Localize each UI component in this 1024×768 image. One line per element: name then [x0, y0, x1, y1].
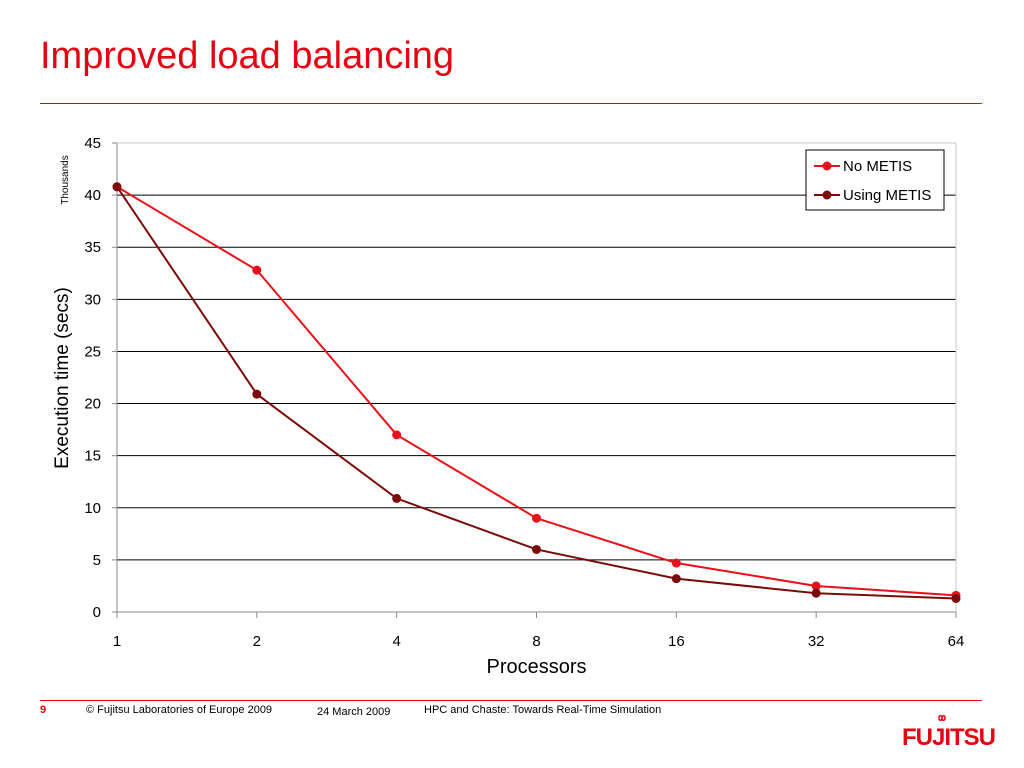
x-tick-label: 2: [253, 633, 261, 650]
data-point-using-metis: [532, 544, 541, 554]
y-tick-label: 20: [84, 396, 101, 413]
series-line-no-metis: [116, 185, 957, 597]
data-point-no-metis: [532, 513, 541, 523]
legend: No METIS Using METIS: [805, 149, 945, 211]
data-point-no-metis: [811, 581, 821, 591]
data-point-using-metis: [811, 588, 821, 598]
x-tick-label: 64: [948, 633, 965, 650]
y-tick-label: 15: [84, 448, 101, 465]
y-tick-label: 10: [84, 500, 101, 517]
legend-label-no-metis: No METIS: [843, 158, 912, 175]
data-point-no-metis: [252, 265, 262, 275]
line-chart: 0 5 10 15 20 25 30 35 40 45 1 2 4 8 16 32 64 Processors …: [52, 135, 964, 678]
x-tick-label: 1: [113, 633, 121, 650]
data-point-using-metis: [951, 593, 961, 603]
logo-text: FUJITSU: [902, 724, 996, 751]
legend-box: [805, 149, 945, 211]
infinity-mark-icon: [938, 715, 946, 721]
presentation-title: HPC and Chaste: Towards Real-Time Simula…: [424, 704, 662, 716]
x-axis-title: Processors: [486, 656, 586, 678]
data-point-no-metis: [392, 430, 402, 440]
y-tick-label: 0: [93, 604, 101, 621]
date-text: 24 March 2009: [317, 706, 391, 718]
data-point-using-metis: [671, 574, 681, 584]
y-axis-title: Execution time (secs): [52, 287, 73, 469]
series-line-using-metis: [116, 186, 957, 600]
data-series: [112, 182, 961, 603]
data-point-using-metis: [252, 389, 262, 399]
x-tick-label: 32: [808, 633, 825, 650]
data-point-using-metis: [392, 493, 402, 503]
y-tick-label: 25: [84, 343, 101, 360]
legend-marker-using-metis: [822, 190, 832, 200]
axes: 0 5 10 15 20 25 30 35 40 45 1 2 4 8 16 32 64: [84, 135, 964, 650]
copyright-text: © Fujitsu Laboratories of Europe 2009: [86, 704, 273, 716]
data-point-no-metis: [671, 558, 681, 568]
y-unit-label: Thousands: [60, 155, 71, 204]
data-point-using-metis: [112, 182, 122, 192]
y-tick-label: 30: [84, 291, 101, 308]
legend-marker-no-metis: [822, 161, 832, 171]
footer-divider: [40, 700, 982, 701]
x-tick-label: 16: [668, 633, 685, 650]
y-tick-label: 35: [84, 239, 101, 256]
x-tick-label: 8: [532, 633, 540, 650]
legend-label-using-metis: Using METIS: [843, 187, 931, 204]
x-tick-label: 4: [392, 633, 400, 650]
y-tick-label: 5: [93, 552, 101, 569]
y-tick-label: 45: [84, 135, 101, 152]
fujitsu-logo: FUJITSU: [902, 712, 996, 752]
slide-title: Improved load balancing: [40, 35, 455, 77]
page-number: 9: [40, 704, 47, 716]
title-divider: [40, 103, 982, 104]
axis-labels: Processors Execution time (secs) Thousan…: [52, 155, 587, 678]
y-tick-label: 40: [84, 187, 101, 204]
